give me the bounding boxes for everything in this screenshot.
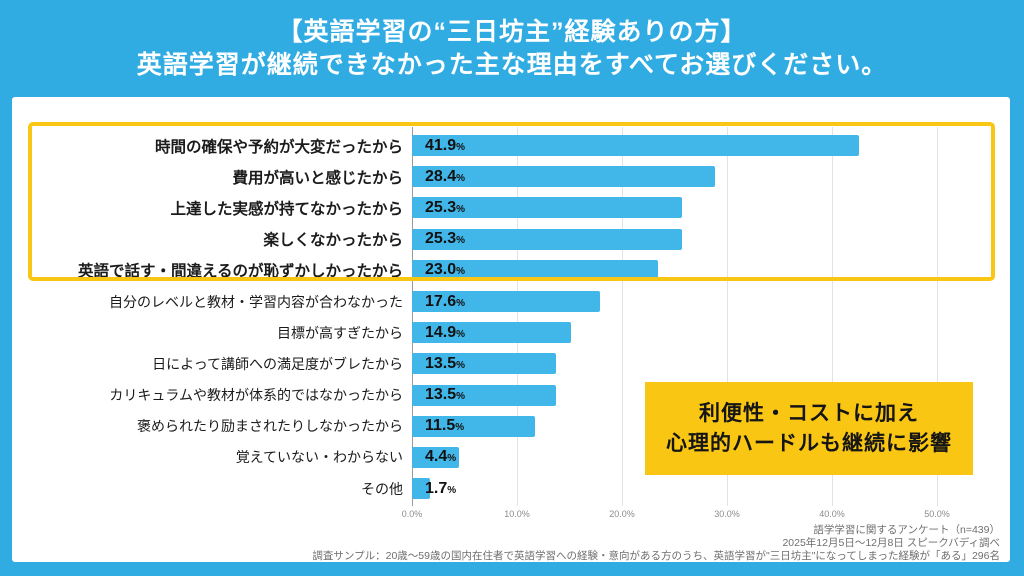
- row-label: カリキュラムや教材が体系的ではなかったから: [109, 387, 403, 404]
- x-tick-label: 30.0%: [714, 509, 740, 519]
- bar-value: 11.5%: [425, 417, 465, 435]
- x-tick-label: 50.0%: [924, 509, 950, 519]
- survey-source-notes: 語学学習に関するアンケート（n=439） 2025年12月5日〜12月8日 スピ…: [312, 524, 1000, 563]
- bar-row: 上達した実感が持てなかったから 25.3%: [12, 192, 1010, 223]
- bar-row: 楽しくなかったから 25.3%: [12, 224, 1010, 255]
- row-label: 時間の確保や予約が大変だったから: [154, 138, 403, 156]
- row-label: その他: [361, 480, 403, 497]
- row-label: 楽しくなかったから: [263, 232, 403, 250]
- bar: 1.7%: [412, 478, 456, 500]
- row-label: 日によって講師への満足度がブレたから: [152, 355, 403, 372]
- bar-row: 褒められたり励まされたりしなかったから 11.5%: [12, 411, 1010, 442]
- bar-value: 17.6%: [425, 292, 466, 310]
- key-insight-callout: 利便性・コストに加え 心理的ハードルも継続に影響: [645, 382, 973, 475]
- bar-value: 1.7%: [425, 479, 457, 497]
- bar-value: 13.5%: [425, 386, 466, 404]
- bar-row: 自分のレベルと教材・学習内容が合わなかった 17.6%: [12, 286, 1010, 317]
- survey-sample: 調査サンプル：20歳〜59歳の国内在住者で英語学習への経験・意向がある方のうち、…: [312, 550, 1000, 562]
- title-line-2: 英語学習が継続できなかった主な理由をすべてお選びください。: [136, 50, 888, 79]
- x-tick-label: 0.0%: [401, 509, 423, 519]
- bar: 4.4%: [412, 446, 459, 468]
- bar: 41.9%: [412, 135, 860, 157]
- bar-value: 25.3%: [425, 230, 466, 248]
- chart-card: 時間の確保や予約が大変だったから 41.9% 費用が高いと感じたから 28.4%…: [12, 97, 1010, 562]
- bar-row: 日によって講師への満足度がブレたから 13.5%: [12, 348, 1010, 379]
- bar-value: 41.9%: [425, 136, 466, 154]
- bar-value: 23.0%: [425, 261, 466, 279]
- bar: 25.3%: [412, 197, 683, 219]
- bar: 28.4%: [412, 166, 716, 188]
- callout-line-2: 心理的ハードルも継続に影響: [666, 431, 952, 455]
- title-line-1: 【英語学習の“三日坊主”経験ありの方】: [277, 17, 747, 46]
- bar-value: 25.3%: [425, 198, 466, 216]
- survey-name: 語学学習に関するアンケート（n=439）: [813, 524, 1000, 536]
- bar-value: 13.5%: [425, 354, 466, 372]
- bar-row: 費用が高いと感じたから 28.4%: [12, 161, 1010, 192]
- bar-row: カリキュラムや教材が体系的ではなかったから 13.5%: [12, 380, 1010, 411]
- row-label: 目標が高すぎたから: [277, 324, 403, 341]
- bar: 17.6%: [412, 291, 600, 313]
- bar: 25.3%: [412, 228, 683, 250]
- row-label: 自分のレベルと教材・学習内容が合わなかった: [109, 293, 403, 310]
- bar: 13.5%: [412, 353, 557, 375]
- bar-row: 覚えていない・わからない 4.4%: [12, 442, 1010, 473]
- bar-value: 28.4%: [425, 167, 466, 185]
- chart-title: 【英語学習の“三日坊主”経験ありの方】 英語学習が継続できなかった主な理由をすべ…: [0, 0, 1024, 97]
- bar-rows: 時間の確保や予約が大変だったから 41.9% 費用が高いと感じたから 28.4%…: [12, 130, 1010, 504]
- row-label: 褒められたり励まされたりしなかったから: [137, 418, 403, 435]
- bar-row: 時間の確保や予約が大変だったから 41.9%: [12, 130, 1010, 161]
- bar-value: 4.4%: [425, 448, 457, 466]
- row-label: 費用が高いと感じたから: [232, 169, 403, 187]
- row-label: 上達した実感が持てなかったから: [170, 200, 403, 218]
- row-label: 覚えていない・わからない: [235, 449, 403, 466]
- bar: 11.5%: [412, 415, 535, 437]
- bar: 23.0%: [412, 259, 658, 281]
- x-tick-label: 40.0%: [819, 509, 845, 519]
- callout-line-1: 利便性・コストに加え: [699, 401, 919, 425]
- bar-row: その他 1.7%: [12, 473, 1010, 504]
- x-tick-label: 20.0%: [609, 509, 635, 519]
- bar: 13.5%: [412, 384, 557, 406]
- bar-row: 目標が高すぎたから 14.9%: [12, 317, 1010, 348]
- bar-value: 14.9%: [425, 323, 466, 341]
- bar-row: 英語で話す・間違えるのが恥ずかしかったから 23.0%: [12, 255, 1010, 286]
- row-label: 英語で話す・間違えるのが恥ずかしかったから: [77, 263, 403, 281]
- x-axis: 0.0% 10.0% 20.0% 30.0% 40.0% 50.0%: [402, 509, 1000, 523]
- survey-period: 2025年12月5日〜12月8日 スピークバディ調べ: [782, 537, 1000, 549]
- bar: 14.9%: [412, 322, 572, 344]
- x-tick-label: 10.0%: [504, 509, 530, 519]
